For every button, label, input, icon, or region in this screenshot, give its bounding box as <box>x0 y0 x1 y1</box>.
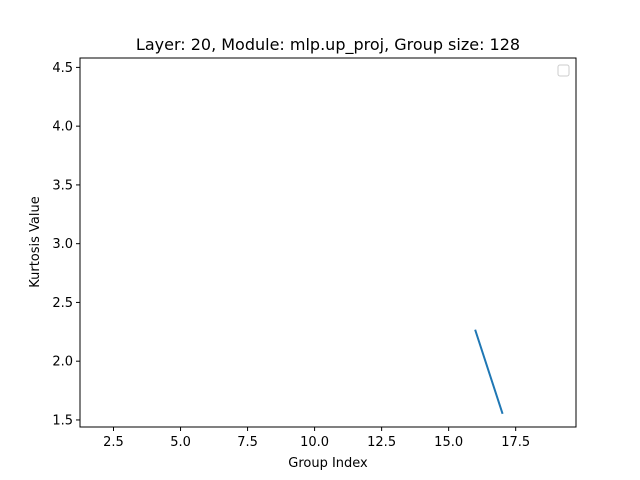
y-tick-label: 4.0 <box>52 120 73 135</box>
axes-frame <box>79 57 577 428</box>
x-tick-label: 7.5 <box>237 435 258 450</box>
series-line <box>474 329 504 415</box>
x-tick-label: 10.0 <box>300 435 329 450</box>
series-layer <box>474 329 504 415</box>
legend <box>557 64 570 77</box>
x-axis-ticks: 2.5 5.0 7.5 10.0 12.5 15.0 17.5 <box>103 427 530 450</box>
x-tick-label: 17.5 <box>501 435 530 450</box>
x-axis-label: Group Index <box>288 456 368 471</box>
x-tick-label: 12.5 <box>367 435 396 450</box>
y-axis-label: Kurtosis Value <box>28 196 43 288</box>
plot-area <box>79 57 577 428</box>
x-tick-label: 15.0 <box>434 435 463 450</box>
legend-box <box>557 64 570 77</box>
y-tick-label: 4.5 <box>52 61 73 76</box>
y-tick-label: 2.0 <box>52 355 73 370</box>
y-tick-label: 2.5 <box>52 296 73 311</box>
y-axis-ticks: 1.5 2.0 2.5 3.0 3.5 4.0 4.5 <box>52 61 80 428</box>
y-tick-label: 1.5 <box>52 413 73 428</box>
y-tick-label: 3.0 <box>52 237 73 252</box>
y-tick-label: 3.5 <box>52 178 73 193</box>
chart-title: Layer: 20, Module: mlp.up_proj, Group si… <box>136 35 520 55</box>
x-tick-label: 5.0 <box>170 435 191 450</box>
x-tick-label: 2.5 <box>103 435 124 450</box>
